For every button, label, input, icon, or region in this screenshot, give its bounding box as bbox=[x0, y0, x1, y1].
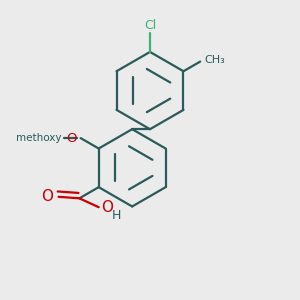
Text: CH₃: CH₃ bbox=[205, 55, 225, 65]
Text: O: O bbox=[41, 189, 53, 204]
Text: O: O bbox=[67, 132, 77, 145]
Text: H: H bbox=[112, 209, 121, 222]
Text: Cl: Cl bbox=[144, 19, 156, 32]
Text: methoxy: methoxy bbox=[16, 133, 62, 143]
Text: O: O bbox=[101, 200, 113, 215]
